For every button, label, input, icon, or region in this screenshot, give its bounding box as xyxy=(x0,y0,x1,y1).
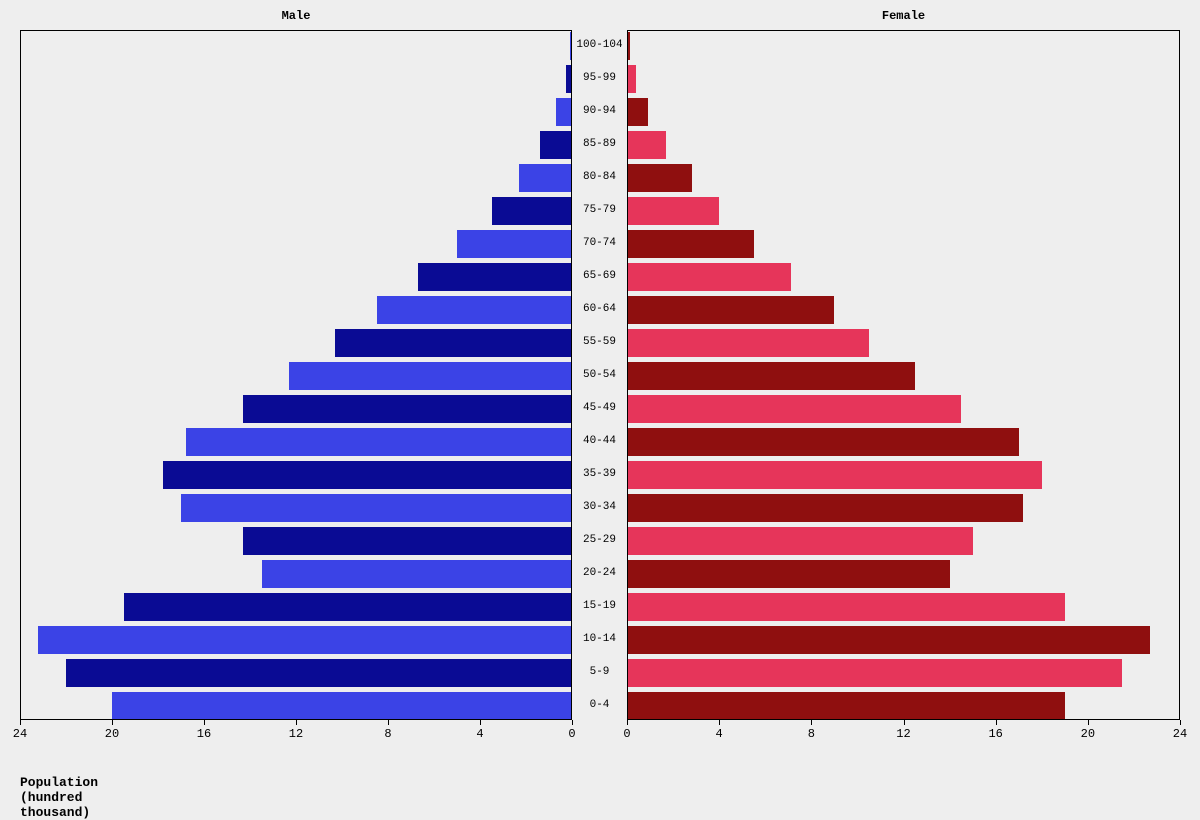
male-tick xyxy=(204,720,205,725)
age-label: 45-49 xyxy=(572,402,627,414)
age-label: 0-4 xyxy=(572,699,627,711)
female-tick xyxy=(811,720,812,725)
male-tick xyxy=(296,720,297,725)
age-label: 15-19 xyxy=(572,600,627,612)
female-tick xyxy=(1180,720,1181,725)
male-tick-label: 12 xyxy=(289,727,303,741)
female-plot-border xyxy=(627,30,1180,720)
age-label: 40-44 xyxy=(572,435,627,447)
age-label: 60-64 xyxy=(572,303,627,315)
age-label: 70-74 xyxy=(572,237,627,249)
age-label: 85-89 xyxy=(572,138,627,150)
female-tick xyxy=(904,720,905,725)
age-label: 25-29 xyxy=(572,534,627,546)
male-tick xyxy=(112,720,113,725)
age-label: 80-84 xyxy=(572,171,627,183)
male-tick-label: 20 xyxy=(105,727,119,741)
age-label: 65-69 xyxy=(572,270,627,282)
male-title: Male xyxy=(282,9,311,23)
female-tick-label: 16 xyxy=(988,727,1002,741)
male-tick xyxy=(480,720,481,725)
female-tick xyxy=(627,720,628,725)
age-label: 75-79 xyxy=(572,204,627,216)
female-title: Female xyxy=(882,9,925,23)
male-plot-border xyxy=(20,30,572,720)
female-tick-label: 20 xyxy=(1081,727,1095,741)
female-tick-label: 12 xyxy=(896,727,910,741)
age-label: 95-99 xyxy=(572,72,627,84)
age-label: 35-39 xyxy=(572,468,627,480)
age-label: 90-94 xyxy=(572,105,627,117)
male-tick-label: 4 xyxy=(476,727,483,741)
male-tick-label: 8 xyxy=(384,727,391,741)
female-tick-label: 4 xyxy=(716,727,723,741)
age-label: 5-9 xyxy=(572,666,627,678)
age-label: 50-54 xyxy=(572,369,627,381)
male-tick xyxy=(20,720,21,725)
male-tick xyxy=(388,720,389,725)
female-tick-label: 8 xyxy=(808,727,815,741)
age-label: 10-14 xyxy=(572,633,627,645)
female-tick xyxy=(996,720,997,725)
age-label: 100-104 xyxy=(572,39,627,51)
age-label: 20-24 xyxy=(572,567,627,579)
male-tick-label: 0 xyxy=(568,727,575,741)
x-axis-label: Population (hundred thousand) xyxy=(20,775,98,820)
age-label: 55-59 xyxy=(572,336,627,348)
male-tick-label: 16 xyxy=(197,727,211,741)
age-label: 30-34 xyxy=(572,501,627,513)
male-tick-label: 24 xyxy=(13,727,27,741)
female-tick xyxy=(719,720,720,725)
female-tick-label: 0 xyxy=(623,727,630,741)
female-tick-label: 24 xyxy=(1173,727,1187,741)
male-tick xyxy=(572,720,573,725)
female-tick xyxy=(1088,720,1089,725)
